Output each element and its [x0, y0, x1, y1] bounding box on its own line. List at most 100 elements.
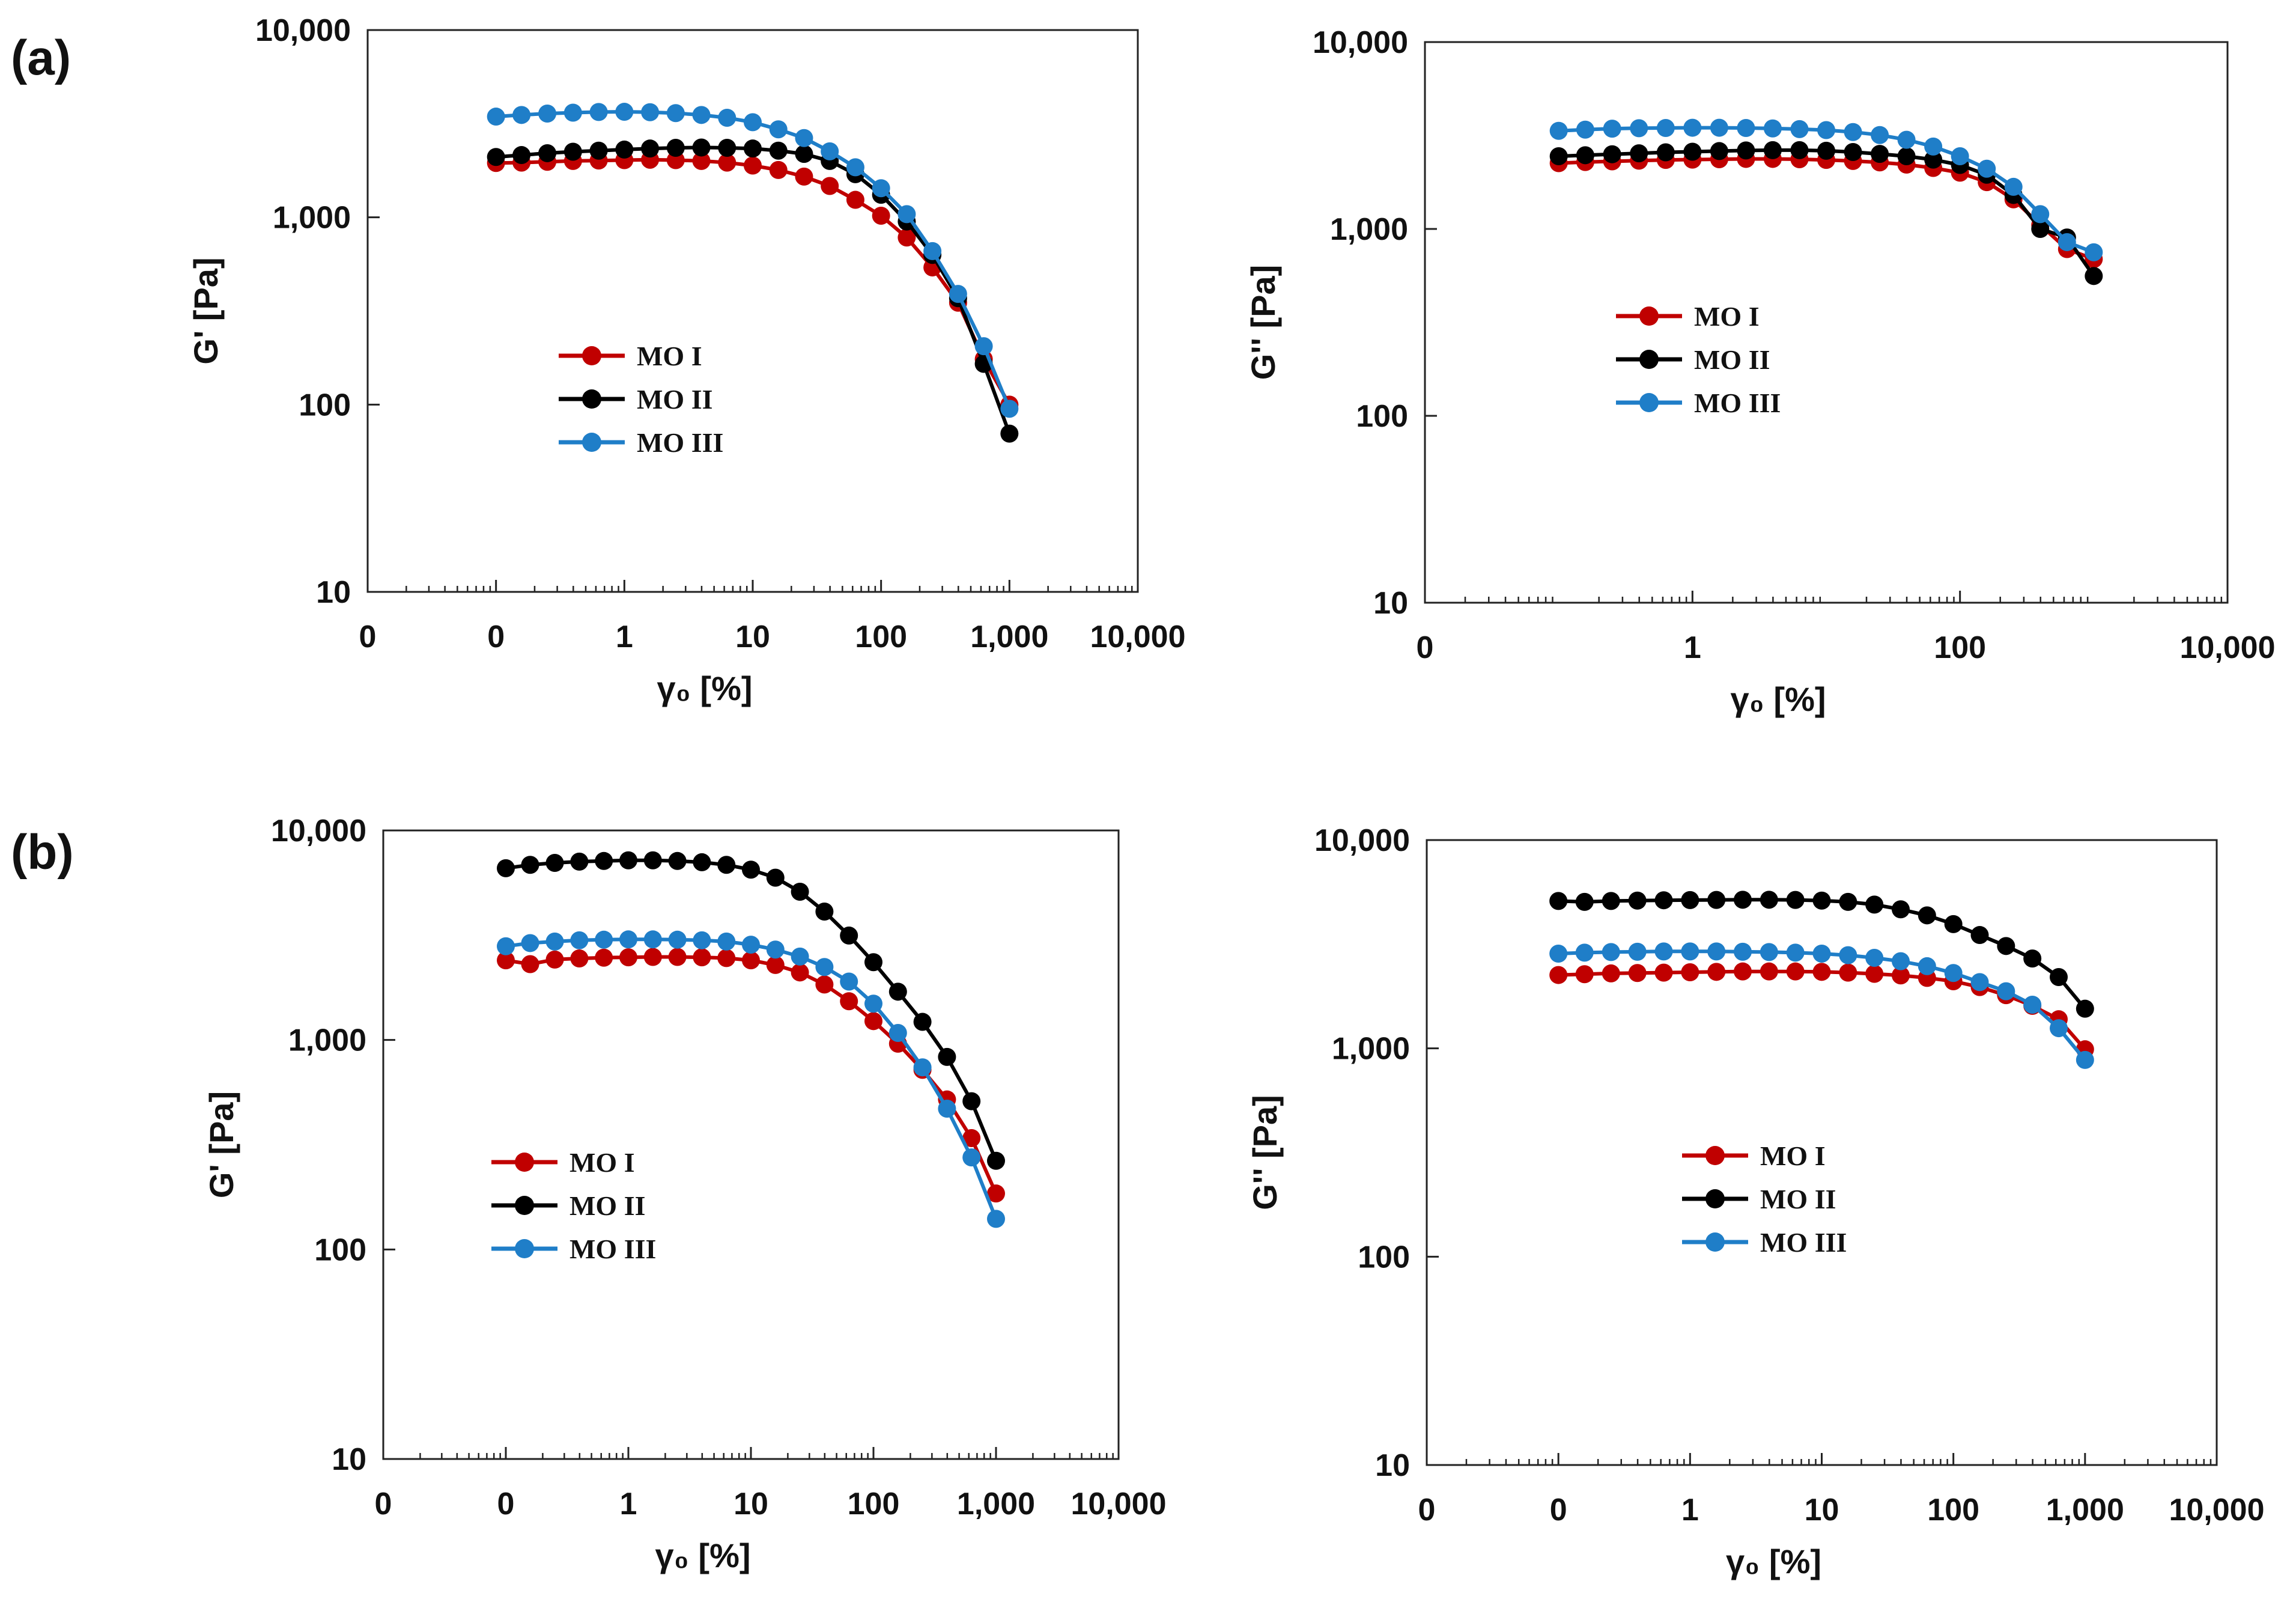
- data-point: [1737, 141, 1755, 160]
- data-point: [1918, 906, 1936, 925]
- data-point: [1549, 121, 1568, 140]
- legend-label: MO II: [569, 1190, 646, 1221]
- series-mo-iii: [487, 103, 1019, 418]
- data-point: [641, 139, 660, 158]
- x-axis-title: γ₀ [%]: [1730, 680, 1826, 718]
- data-point: [791, 882, 809, 901]
- x-tick-label: 1,000: [957, 1487, 1035, 1521]
- data-point: [769, 141, 788, 160]
- data-point: [987, 1210, 1005, 1228]
- data-point: [1871, 126, 1889, 144]
- y-axis-title: G' [Pa]: [187, 257, 225, 364]
- data-point: [2076, 1050, 2094, 1069]
- plot-frame: [1426, 839, 2218, 1466]
- data-point: [1839, 946, 1857, 964]
- data-point: [666, 104, 685, 123]
- data-point: [717, 949, 736, 967]
- data-point: [1970, 926, 1989, 945]
- data-point: [2058, 233, 2076, 251]
- y-tick-label: 100: [314, 1232, 366, 1267]
- data-point: [888, 1024, 907, 1043]
- data-point: [872, 179, 890, 198]
- data-point: [897, 205, 916, 224]
- legend-marker: [1639, 350, 1659, 369]
- y-axis-title: G' [Pa]: [202, 1091, 240, 1198]
- data-point: [545, 932, 564, 951]
- data-point: [1576, 146, 1594, 165]
- x-tick-label: 0: [1417, 630, 1434, 665]
- data-point: [872, 206, 890, 225]
- data-point: [1871, 145, 1889, 163]
- legend: MO I MO II MO III: [1616, 301, 1781, 418]
- x-axis-title: γ₀ [%]: [657, 669, 752, 707]
- data-point: [1681, 891, 1699, 909]
- data-point: [487, 148, 505, 166]
- data-point: [1549, 966, 1568, 984]
- data-point: [545, 950, 564, 969]
- data-point: [987, 1151, 1005, 1170]
- data-point: [1812, 944, 1831, 963]
- legend: MO I MO II MO III: [559, 341, 723, 458]
- x-tick-label: 1: [620, 1487, 637, 1521]
- data-point: [2085, 243, 2103, 261]
- chart-4: 0 0 1 10 100 1,000 10,000 10 100 1,000 10,000 γ₀ [%…: [1246, 823, 2265, 1580]
- data-point: [1628, 964, 1647, 982]
- data-point: [643, 948, 662, 966]
- data-point: [2031, 220, 2050, 238]
- data-point: [1865, 895, 1884, 914]
- legend-label: MO III: [1694, 388, 1781, 418]
- data-point: [1951, 147, 1969, 165]
- data-point: [1978, 159, 1996, 178]
- panel-label-a: (a): [11, 31, 71, 85]
- data-point: [693, 948, 711, 967]
- data-point: [570, 931, 589, 949]
- data-point: [1891, 966, 1910, 985]
- legend-label: MO II: [637, 384, 713, 415]
- legend-marker: [515, 1239, 534, 1258]
- data-point: [2031, 205, 2050, 224]
- x-tick-label: 0: [1418, 1493, 1436, 1527]
- data-point: [962, 1129, 981, 1148]
- data-point: [1786, 962, 1805, 981]
- legend-marker: [1639, 393, 1659, 412]
- data-point: [497, 951, 515, 970]
- data-point: [1734, 962, 1752, 981]
- data-point: [1997, 982, 2015, 1001]
- legend-marker: [1639, 306, 1659, 326]
- data-point: [1681, 963, 1699, 981]
- legend-label: MO III: [569, 1234, 656, 1264]
- data-point: [563, 103, 582, 122]
- data-point: [497, 859, 515, 877]
- data-point: [1918, 957, 1936, 975]
- data-point: [717, 856, 736, 874]
- data-point: [769, 160, 788, 179]
- data-point: [791, 963, 809, 982]
- data-point: [1812, 963, 1831, 981]
- y-tick-label: 10: [332, 1442, 366, 1477]
- data-point: [1924, 150, 1943, 169]
- panel-label-b: (b): [11, 825, 74, 880]
- legend-marker: [515, 1196, 534, 1215]
- x-tick-label: 0: [375, 1487, 392, 1521]
- data-point: [1790, 141, 1809, 159]
- data-point: [1924, 137, 1943, 156]
- data-point: [692, 151, 711, 170]
- data-point: [1630, 119, 1648, 138]
- y-tick-label: 100: [299, 388, 351, 422]
- data-point: [1602, 892, 1620, 910]
- legend-label: MO I: [569, 1147, 635, 1178]
- legend-label: MO III: [1760, 1227, 1847, 1258]
- x-tick-label: 10: [733, 1487, 768, 1521]
- legend-marker: [1705, 1146, 1725, 1165]
- data-point: [2085, 267, 2103, 285]
- legend-marker: [582, 346, 601, 365]
- data-point: [512, 106, 531, 124]
- data-point: [742, 860, 760, 879]
- data-point: [1707, 891, 1726, 909]
- data-point: [1576, 120, 1594, 139]
- data-point: [718, 109, 736, 127]
- data-point: [668, 851, 687, 870]
- data-point: [769, 120, 788, 139]
- data-point: [1000, 424, 1019, 443]
- series-mo-ii: [497, 851, 1005, 1170]
